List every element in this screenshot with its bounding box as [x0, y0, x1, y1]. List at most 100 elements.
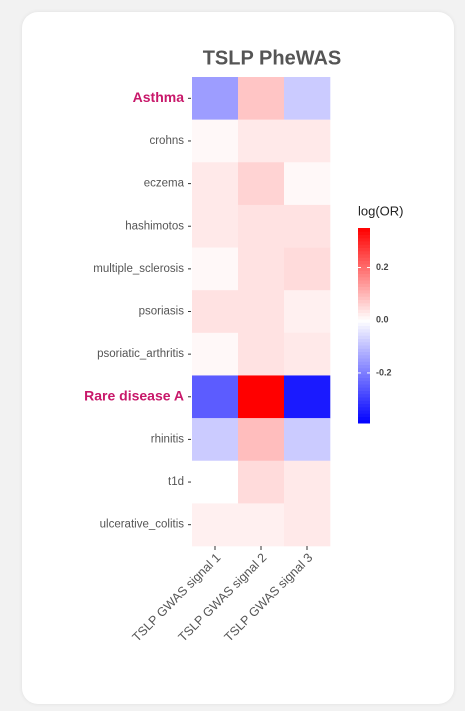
heatmap-cell: [192, 503, 239, 547]
colorbar-segment: [358, 315, 370, 320]
x-tick-label: TSLP GWAS signal 2: [176, 551, 270, 645]
colorbar-tick-label: -0.2: [376, 367, 392, 377]
heatmap-cell: [192, 162, 239, 206]
heatmap-cell: [238, 460, 285, 504]
colorbar-segment: [358, 289, 370, 294]
colorbar-segment: [358, 247, 370, 252]
colorbar-segment: [358, 234, 370, 239]
colorbar-segment: [358, 257, 370, 261]
colorbar-segment: [358, 406, 370, 411]
heatmap-cell: [238, 162, 285, 206]
colorbar-segment: [358, 387, 370, 391]
colorbar-segment: [358, 416, 370, 421]
colorbar-segment: [358, 231, 370, 235]
heatmap-cell: [238, 247, 285, 291]
colorbar-segment: [358, 296, 370, 300]
y-tick-label: t1d: [168, 476, 184, 488]
colorbar-segment: [358, 306, 370, 310]
colorbar-segment: [358, 390, 370, 395]
heatmap-cell: [284, 119, 331, 163]
colorbar-segment: [358, 380, 370, 385]
colorbar-segment: [358, 293, 370, 297]
colorbar-segment: [358, 254, 370, 258]
y-tick-label: rhinitis: [151, 433, 184, 445]
colorbar-segment: [358, 263, 370, 268]
colorbar-segment: [358, 403, 370, 408]
heatmap-cell: [192, 460, 239, 504]
heatmap-cell: [238, 204, 285, 248]
colorbar-segment: [358, 267, 370, 271]
colorbar-segment: [358, 371, 370, 375]
y-tick-label: hashimotos: [125, 220, 184, 232]
colorbar-segment: [358, 270, 370, 274]
colorbar-segment: [358, 276, 370, 281]
colorbar-segment: [358, 241, 370, 245]
colorbar-segment: [358, 374, 370, 378]
heatmap-cell: [238, 332, 285, 376]
heatmap-cell: [238, 375, 285, 419]
heatmap-cell: [192, 290, 239, 334]
colorbar-segment: [358, 345, 370, 349]
colorbar-segment: [358, 364, 370, 369]
colorbar-segment: [358, 419, 370, 424]
colorbar-segment: [358, 273, 370, 278]
colorbar-segment: [358, 332, 370, 336]
colorbar-segment: [358, 286, 370, 291]
colorbar-segment: [358, 335, 370, 339]
heatmap-cell: [284, 460, 331, 504]
colorbar-segment: [358, 410, 370, 414]
x-tick-label: TSLP GWAS signal 1: [130, 551, 224, 645]
colorbar-segment: [358, 341, 370, 346]
colorbar-segment: [358, 328, 370, 333]
colorbar-segment: [358, 237, 370, 242]
colorbar-segment: [358, 322, 370, 326]
y-tick-label: crohns: [149, 135, 184, 147]
heatmap-cell: [192, 204, 239, 248]
heatmap-cell: [284, 418, 331, 462]
heatmap-cell: [192, 375, 239, 419]
heatmap-cell: [238, 290, 285, 334]
colorbar-segment: [358, 280, 370, 284]
heatmap-cell: [284, 77, 331, 120]
heatmap-cell: [284, 503, 331, 547]
colorbar-segment: [358, 393, 370, 398]
heatmap-cell: [238, 418, 285, 462]
colorbar-segment: [358, 361, 370, 365]
colorbar-segment: [358, 354, 370, 359]
legend-title: log(OR): [358, 203, 404, 218]
heatmap-cell: [284, 375, 331, 419]
heatmap-cell: [238, 119, 285, 163]
colorbar-segment: [358, 299, 370, 304]
heatmap-cell: [192, 119, 239, 163]
chart-title: TSLP PheWAS: [203, 47, 342, 69]
colorbar-segment: [358, 358, 370, 362]
colorbar-tick-label: 0.0: [376, 315, 389, 325]
heatmap-cell: [192, 77, 239, 120]
heatmap-cell: [192, 418, 239, 462]
colorbar-segment: [358, 348, 370, 352]
y-tick-label: psoriasis: [139, 306, 185, 318]
heatmap-cell: [284, 332, 331, 376]
y-tick-label: multiple_sclerosis: [93, 263, 184, 275]
y-tick-label: Asthma: [133, 89, 185, 105]
y-tick-label: ulcerative_colitis: [100, 519, 185, 531]
colorbar-segment: [358, 309, 370, 313]
y-tick-label: eczema: [144, 178, 185, 190]
colorbar-segment: [358, 384, 370, 388]
colorbar-segment: [358, 367, 370, 372]
colorbar-segment: [358, 260, 370, 265]
colorbar-segment: [358, 413, 370, 417]
colorbar-segment: [358, 228, 370, 232]
heatmap-cell: [192, 247, 239, 291]
x-tick-label: TSLP GWAS signal 3: [222, 551, 316, 645]
colorbar-segment: [358, 302, 370, 307]
heatmap-cell: [238, 77, 285, 120]
y-tick-label: psoriatic_arthritis: [97, 348, 184, 360]
colorbar-segment: [358, 312, 370, 317]
y-tick-label: Rare disease A: [84, 387, 184, 403]
colorbar-segment: [358, 325, 370, 330]
colorbar-segment: [358, 283, 370, 287]
heatmap-cell: [284, 247, 331, 291]
